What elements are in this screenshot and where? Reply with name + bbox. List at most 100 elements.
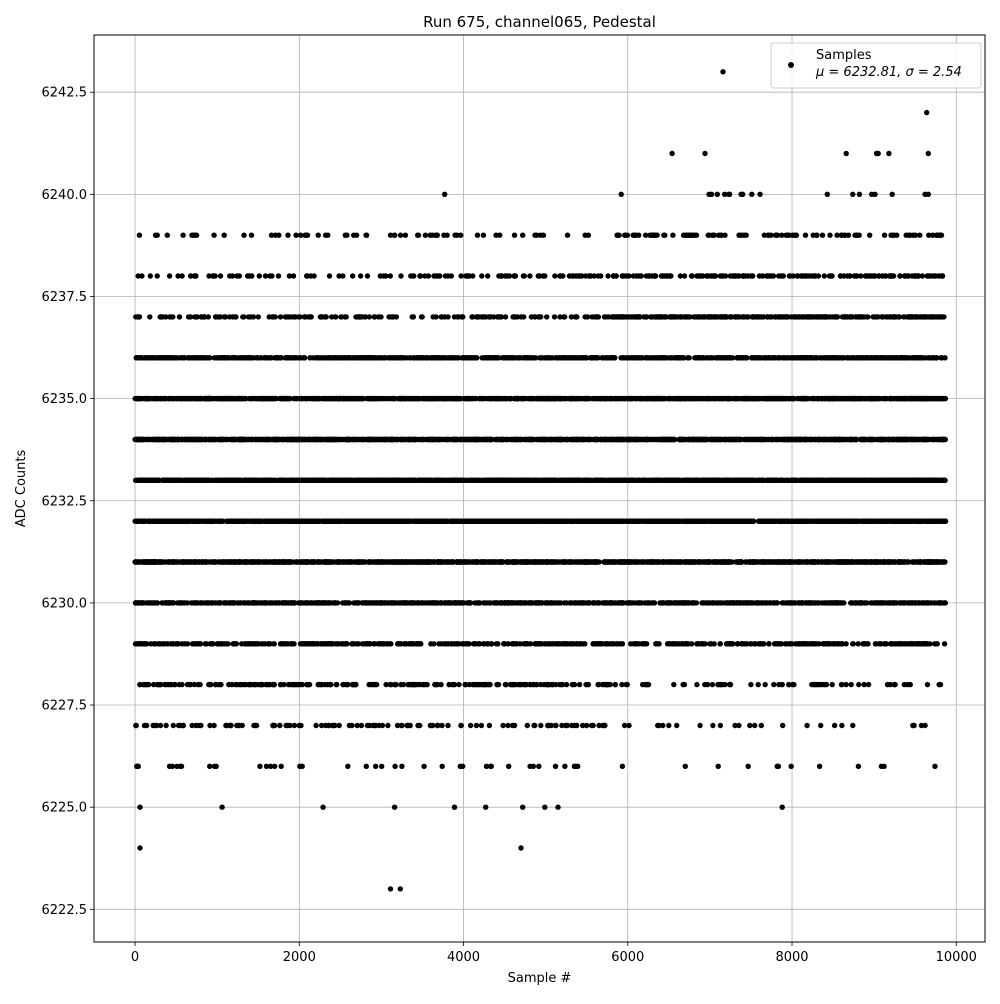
data-point	[262, 396, 267, 401]
data-point	[196, 437, 201, 442]
data-point	[227, 314, 232, 319]
data-point	[716, 355, 721, 360]
data-point	[901, 396, 906, 401]
data-point	[807, 314, 812, 319]
data-point	[719, 314, 724, 319]
data-point	[257, 273, 262, 278]
data-point	[646, 273, 651, 278]
data-point	[194, 355, 199, 360]
data-point	[486, 355, 491, 360]
data-point	[816, 437, 821, 442]
data-point	[673, 355, 678, 360]
data-point	[924, 396, 929, 401]
data-point	[501, 437, 506, 442]
data-point	[926, 355, 931, 360]
data-point	[878, 437, 883, 442]
data-point	[544, 314, 549, 319]
data-point	[548, 437, 553, 442]
data-point	[666, 396, 671, 401]
data-point	[267, 314, 272, 319]
data-point	[754, 355, 759, 360]
data-point	[213, 314, 218, 319]
data-point	[686, 355, 691, 360]
data-point	[606, 314, 611, 319]
data-point	[681, 355, 686, 360]
data-point	[859, 314, 864, 319]
data-point	[926, 437, 931, 442]
data-point	[272, 396, 277, 401]
data-point	[809, 355, 814, 360]
data-point	[401, 437, 406, 442]
data-point	[439, 314, 444, 319]
data-point	[269, 437, 274, 442]
data-point	[435, 396, 440, 401]
data-point	[623, 396, 628, 401]
data-point	[562, 314, 567, 319]
data-point	[339, 314, 344, 319]
data-point	[714, 437, 719, 442]
data-point	[770, 437, 775, 442]
data-point	[621, 314, 626, 319]
data-point	[940, 396, 945, 401]
data-point	[324, 437, 329, 442]
data-point	[700, 314, 705, 319]
data-point	[536, 314, 541, 319]
data-point	[873, 355, 878, 360]
data-point	[871, 437, 876, 442]
data-point	[909, 437, 914, 442]
data-point	[377, 437, 382, 442]
data-point	[194, 396, 199, 401]
data-point	[256, 314, 261, 319]
data-point	[496, 273, 501, 278]
data-point	[768, 273, 773, 278]
data-point	[488, 314, 493, 319]
data-point	[372, 396, 377, 401]
data-point	[567, 273, 572, 278]
data-point	[277, 437, 282, 442]
data-point	[727, 437, 732, 442]
data-point	[700, 273, 705, 278]
data-point	[485, 273, 490, 278]
data-point	[534, 396, 539, 401]
data-point	[864, 355, 869, 360]
data-point	[222, 314, 227, 319]
data-point	[914, 314, 919, 319]
data-point	[747, 396, 752, 401]
data-point	[679, 314, 684, 319]
data-point	[169, 314, 174, 319]
data-point	[701, 355, 706, 360]
data-point	[897, 273, 902, 278]
data-point	[470, 355, 475, 360]
data-point	[267, 396, 272, 401]
data-point	[912, 273, 917, 278]
data-point	[383, 355, 388, 360]
data-point	[802, 355, 807, 360]
data-point	[853, 273, 858, 278]
data-point	[331, 355, 336, 360]
data-point	[827, 437, 832, 442]
data-point	[634, 273, 639, 278]
data-point	[516, 396, 521, 401]
data-point	[461, 396, 466, 401]
data-point	[899, 355, 904, 360]
data-point	[329, 314, 334, 319]
data-point	[827, 273, 832, 278]
data-point	[902, 273, 907, 278]
data-point	[146, 396, 151, 401]
data-point	[496, 396, 501, 401]
data-point	[255, 437, 260, 442]
data-point	[552, 273, 557, 278]
data-point	[163, 314, 168, 319]
data-point	[171, 437, 176, 442]
data-point	[686, 437, 691, 442]
data-point	[536, 273, 541, 278]
data-point	[557, 314, 562, 319]
data-point	[398, 273, 403, 278]
data-point	[777, 314, 782, 319]
data-point	[801, 437, 806, 442]
data-point	[781, 396, 786, 401]
data-point	[611, 314, 616, 319]
data-point	[759, 314, 764, 319]
data-point	[765, 314, 770, 319]
